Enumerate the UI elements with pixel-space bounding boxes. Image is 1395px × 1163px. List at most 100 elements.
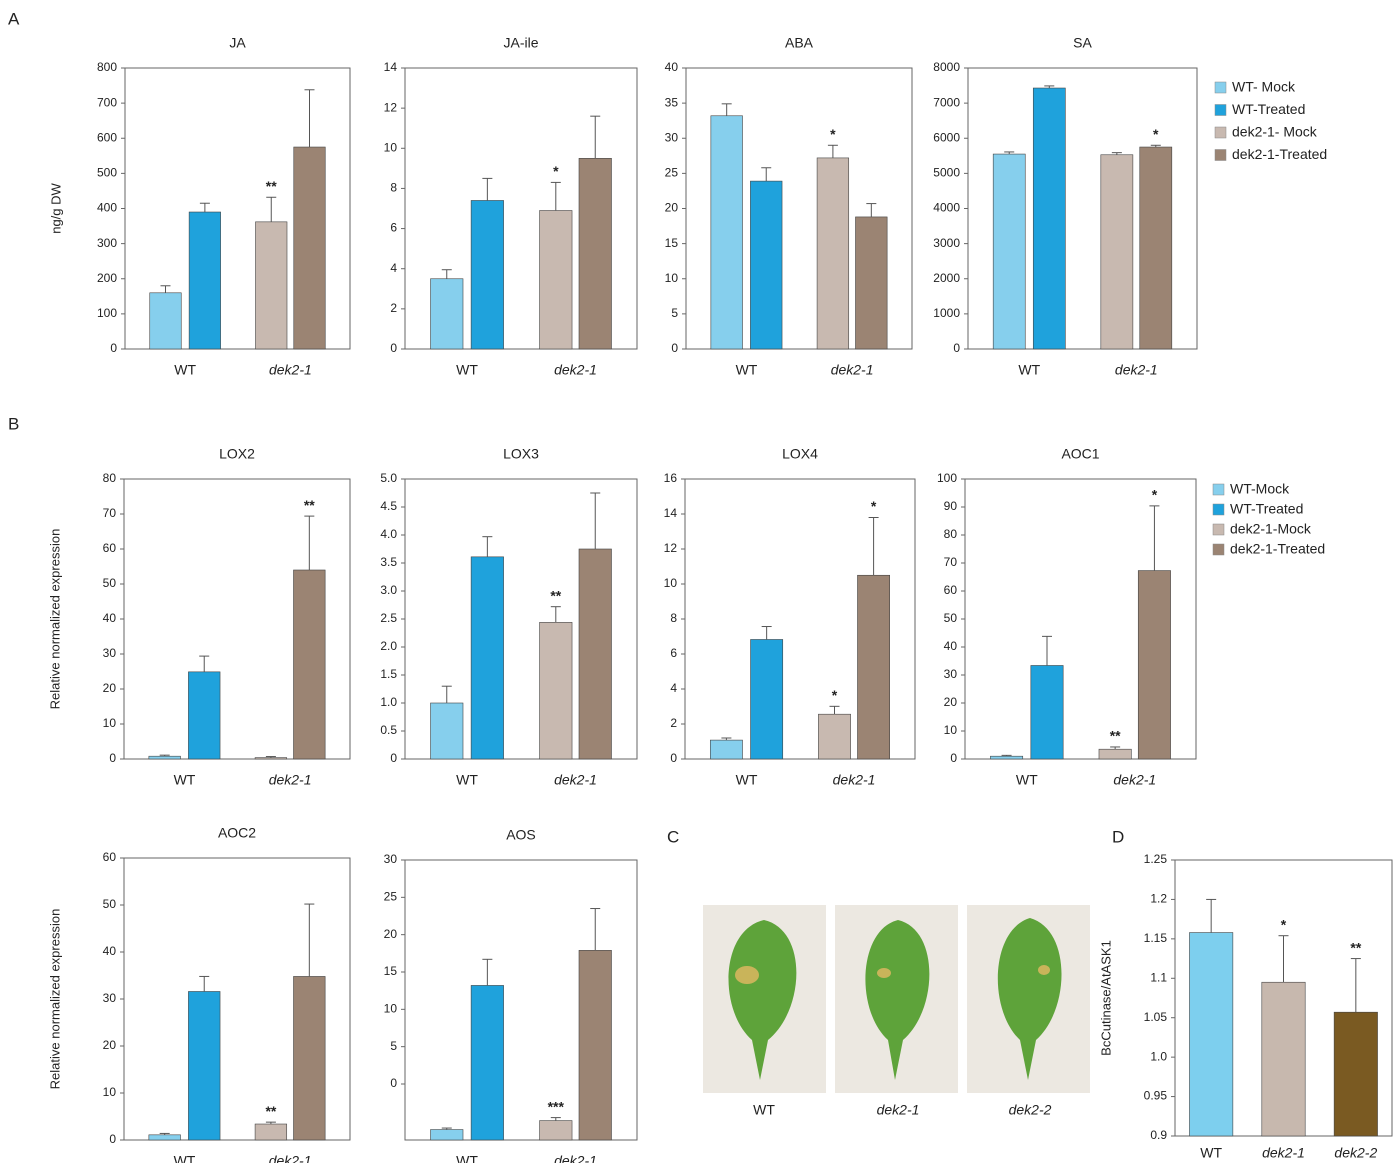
panel-label: D xyxy=(1112,827,1124,846)
y-tick-label: 20 xyxy=(103,1038,117,1052)
y-tick-label: 5 xyxy=(390,1039,397,1053)
y-tick-label: 30 xyxy=(384,852,398,866)
legend-label: dek2-1-Mock xyxy=(1230,521,1312,537)
bar xyxy=(255,1124,287,1140)
x-tick-label: dek2-1 xyxy=(831,362,874,378)
x-tick-label: WT xyxy=(456,362,478,378)
y-tick-label: 0 xyxy=(671,341,678,355)
significance: ** xyxy=(304,497,315,513)
y-tick-label: 3.0 xyxy=(380,583,397,597)
significance: ** xyxy=(1350,939,1361,955)
y-axis-label: BcCutinase/AtASK1 xyxy=(1098,940,1113,1056)
bar xyxy=(471,557,503,759)
significance: ** xyxy=(550,587,561,603)
y-tick-label: 12 xyxy=(664,541,678,555)
y-tick-label: 14 xyxy=(664,506,678,520)
y-tick-label: 35 xyxy=(665,95,679,109)
bar xyxy=(1031,665,1063,759)
y-tick-label: 40 xyxy=(103,944,117,958)
y-tick-label: 60 xyxy=(103,541,117,555)
lesion xyxy=(1038,965,1050,975)
legend-label: dek2-1-Treated xyxy=(1232,146,1327,162)
y-tick-label: 0 xyxy=(390,341,397,355)
y-tick-label: 16 xyxy=(664,471,678,485)
significance: * xyxy=(832,687,838,703)
x-tick-label: dek2-1 xyxy=(269,1153,312,1163)
y-tick-label: 10 xyxy=(384,140,398,154)
y-tick-label: 0.9 xyxy=(1150,1128,1167,1142)
y-axis-label: Relative normalized expression xyxy=(47,909,62,1090)
legend-swatch xyxy=(1213,484,1224,495)
bar xyxy=(858,575,890,759)
y-tick-label: 0.5 xyxy=(380,723,397,737)
y-tick-label: 8 xyxy=(390,181,397,195)
y-tick-label: 2 xyxy=(670,716,677,730)
y-tick-label: 60 xyxy=(103,850,117,864)
legend-label: WT-Mock xyxy=(1230,481,1290,497)
y-tick-label: 80 xyxy=(944,527,958,541)
y-tick-label: 25 xyxy=(384,890,398,904)
y-tick-label: 4.0 xyxy=(380,527,397,541)
y-tick-label: 2000 xyxy=(933,271,960,285)
bar xyxy=(1138,571,1170,759)
y-tick-label: 0 xyxy=(109,751,116,765)
y-tick-label: 4.5 xyxy=(380,499,397,513)
y-tick-label: 4000 xyxy=(933,201,960,215)
y-tick-label: 14 xyxy=(384,60,398,74)
bar xyxy=(1334,1012,1377,1136)
bar xyxy=(993,154,1025,349)
bar xyxy=(1140,147,1172,349)
bar xyxy=(1101,155,1133,349)
y-tick-label: 4 xyxy=(670,681,677,695)
bar xyxy=(471,985,503,1140)
significance: * xyxy=(1281,916,1287,932)
y-tick-label: 40 xyxy=(944,639,958,653)
y-tick-label: 30 xyxy=(103,646,117,660)
y-tick-label: 80 xyxy=(103,471,117,485)
y-tick-label: 10 xyxy=(664,576,678,590)
chart-title: LOX3 xyxy=(503,446,539,462)
x-tick-label: WT xyxy=(174,362,196,378)
x-tick-label: dek2-1 xyxy=(554,772,597,788)
lesion xyxy=(735,966,759,984)
chart-title: JA-ile xyxy=(503,35,538,51)
chart-title: AOC2 xyxy=(218,825,256,841)
significance: * xyxy=(871,498,877,514)
y-tick-label: 8 xyxy=(670,611,677,625)
bar xyxy=(711,116,743,349)
y-tick-label: 5000 xyxy=(933,166,960,180)
y-tick-label: 10 xyxy=(665,271,679,285)
chart-title: AOS xyxy=(506,827,536,843)
y-tick-label: 1.05 xyxy=(1144,1010,1168,1024)
y-tick-label: 10 xyxy=(103,716,117,730)
y-tick-label: 0 xyxy=(110,341,117,355)
x-tick-label: WT xyxy=(1200,1145,1222,1161)
x-tick-label: WT xyxy=(456,772,478,788)
legend-swatch xyxy=(1215,82,1226,93)
y-tick-label: 50 xyxy=(103,897,117,911)
bar xyxy=(579,158,611,349)
y-tick-label: 20 xyxy=(103,681,117,695)
y-tick-label: 1.0 xyxy=(380,695,397,709)
y-tick-label: 30 xyxy=(103,991,117,1005)
y-tick-label: 2.0 xyxy=(380,639,397,653)
x-tick-label: WT xyxy=(174,1153,196,1163)
x-tick-label: WT xyxy=(174,772,196,788)
lesion xyxy=(877,968,891,978)
y-tick-label: 40 xyxy=(103,611,117,625)
bar xyxy=(188,672,220,759)
y-tick-label: 400 xyxy=(97,201,117,215)
y-tick-label: 10 xyxy=(103,1085,117,1099)
y-tick-label: 100 xyxy=(937,471,957,485)
legend-swatch xyxy=(1215,105,1226,116)
x-tick-label: dek2-1 xyxy=(554,1153,597,1163)
x-tick-label: dek2-2 xyxy=(1334,1145,1377,1161)
bar xyxy=(540,211,572,349)
y-tick-label: 70 xyxy=(103,506,117,520)
y-tick-label: 3.5 xyxy=(380,555,397,569)
y-tick-label: 4 xyxy=(390,261,397,275)
y-tick-label: 10 xyxy=(384,1002,398,1016)
y-tick-label: 60 xyxy=(944,583,958,597)
bar xyxy=(1099,749,1131,759)
bar xyxy=(990,756,1022,759)
